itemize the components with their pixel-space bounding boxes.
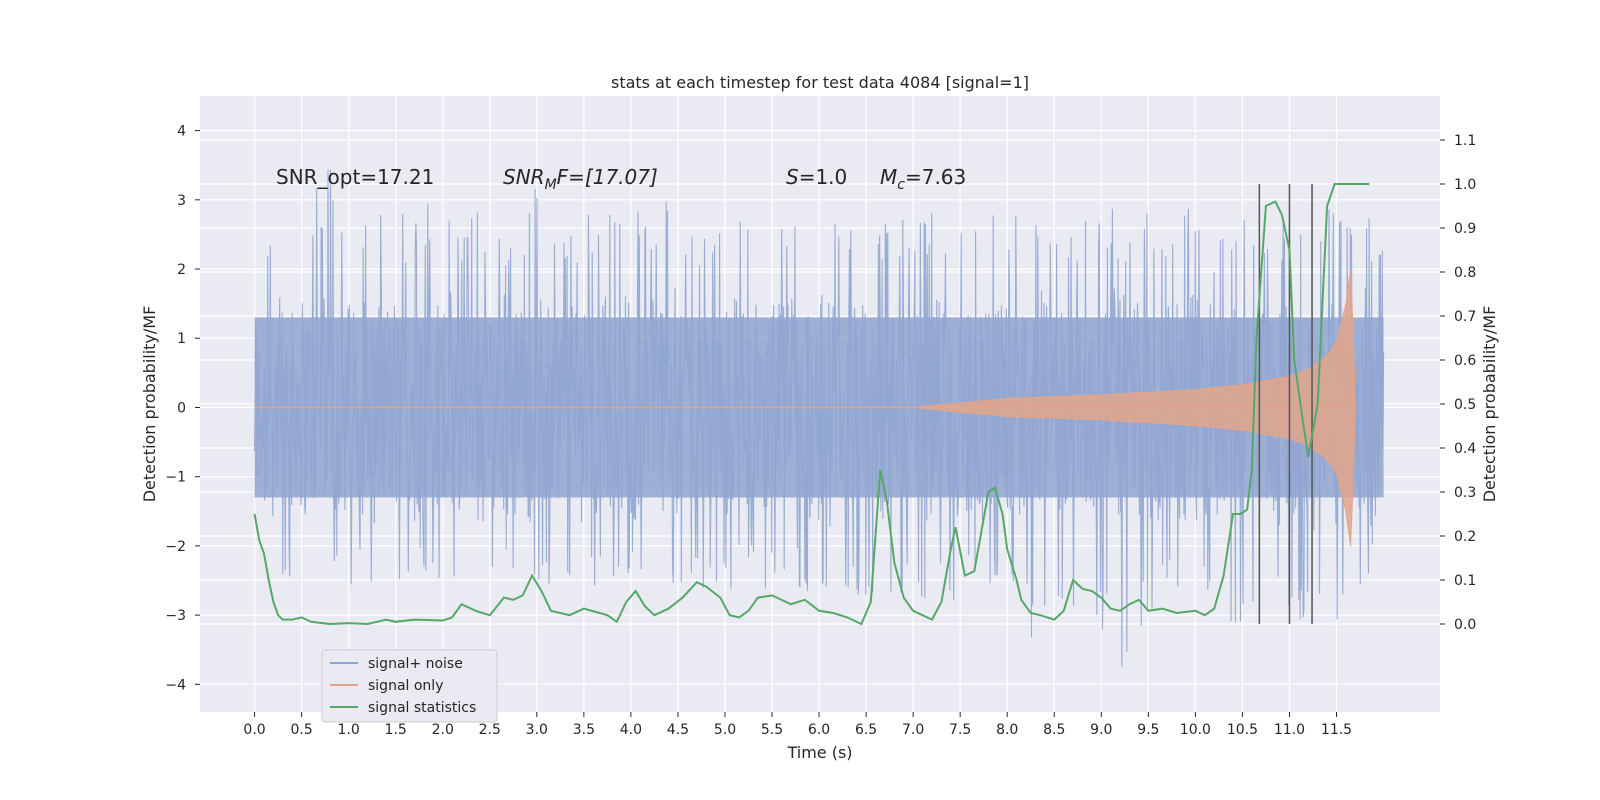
y-axis-right-label: Detection probability/MF bbox=[1480, 306, 1499, 503]
x-tick-label: 10.5 bbox=[1227, 722, 1258, 738]
signal-only-series bbox=[254, 268, 1356, 546]
annotation-s-main: S bbox=[786, 165, 799, 189]
x-tick-label: 7.5 bbox=[949, 722, 971, 738]
x-tick-label: 2.5 bbox=[479, 722, 501, 738]
chart-title: stats at each timestep for test data 408… bbox=[611, 73, 1029, 92]
annotation-mc-rest: =7.63 bbox=[905, 165, 966, 189]
x-tick-label: 1.5 bbox=[385, 722, 407, 738]
x-tick-label: 10.0 bbox=[1180, 722, 1211, 738]
legend-label-signal-only: signal only bbox=[368, 678, 443, 694]
x-tick-label: 6.5 bbox=[855, 722, 877, 738]
y-tick-label-right: 0.8 bbox=[1454, 265, 1476, 281]
annotation-mc-main: M bbox=[880, 165, 897, 189]
y-tick-label-right: 0.1 bbox=[1454, 573, 1476, 589]
x-tick-label: 8.0 bbox=[996, 722, 1018, 738]
y-tick-label-right: 0.0 bbox=[1454, 617, 1476, 633]
signal-statistics-series bbox=[253, 183, 1370, 626]
y-axis-left-ticks: −4 −3 −2 −1 0 1 2 3 4 bbox=[165, 124, 200, 693]
y-tick-label-left: 0 bbox=[177, 400, 186, 416]
annotation-s-rest: =1.0 bbox=[799, 165, 848, 189]
x-tick-label: 6.0 bbox=[808, 722, 830, 738]
y-tick-label-right: 0.4 bbox=[1454, 441, 1476, 457]
signal-statistics-line bbox=[253, 183, 1370, 626]
x-tick-label: 5.5 bbox=[761, 722, 783, 738]
y-tick-label-right: 0.6 bbox=[1454, 353, 1476, 369]
annotation-snr-mf-rest: F=[17.07] bbox=[557, 165, 658, 189]
annotation-snr-mf: SNRMF=[17.07] bbox=[503, 165, 658, 193]
annotation-snr-mf-main: SNR bbox=[503, 165, 545, 189]
y-tick-label-left: −2 bbox=[165, 539, 186, 555]
y-tick-label-right: 1.0 bbox=[1454, 177, 1476, 193]
x-tick-label: 11.0 bbox=[1274, 722, 1305, 738]
x-tick-label: 0.5 bbox=[290, 722, 312, 738]
y-tick-label-right: 0.2 bbox=[1454, 529, 1476, 545]
x-tick-label: 5.0 bbox=[714, 722, 736, 738]
legend: signal+ noise signal only signal statist… bbox=[321, 649, 498, 723]
y-tick-label-left: −4 bbox=[165, 677, 186, 693]
y-tick-label-right: 1.1 bbox=[1454, 133, 1476, 149]
legend-label-signal-statistics: signal statistics bbox=[368, 700, 476, 716]
annotation-mc-sub: c bbox=[897, 177, 905, 193]
y-tick-label-right: 0.5 bbox=[1454, 397, 1476, 413]
annotation-s: S=1.0 bbox=[786, 165, 847, 189]
y-tick-label-right: 0.9 bbox=[1454, 221, 1476, 237]
x-axis-label: Time (s) bbox=[786, 743, 852, 762]
y-tick-label-right: 0.7 bbox=[1454, 309, 1476, 325]
annotation-snr-opt: SNR_opt=17.21 bbox=[276, 165, 434, 189]
x-tick-label: 1.0 bbox=[338, 722, 360, 738]
annotation-mc: Mc=7.63 bbox=[880, 165, 966, 193]
legend-box bbox=[321, 649, 498, 723]
x-tick-label: 4.0 bbox=[620, 722, 642, 738]
annotation-snr-mf-sub: M bbox=[545, 177, 557, 193]
y-tick-label-left: 3 bbox=[177, 193, 186, 209]
x-tick-label: 9.5 bbox=[1137, 722, 1159, 738]
x-tick-label: 2.0 bbox=[432, 722, 454, 738]
y-axis-left-label: Detection probability/MF bbox=[140, 306, 159, 503]
x-tick-label: 8.5 bbox=[1043, 722, 1065, 738]
y-axis-right-ticks: 0.0 0.1 0.2 0.3 0.4 0.5 0.6 0.7 0.8 0.9 1.0 1.1 bbox=[1440, 133, 1476, 633]
x-tick-label: 7.0 bbox=[902, 722, 924, 738]
y-tick-label-left: 4 bbox=[177, 124, 186, 140]
x-tick-label: 3.5 bbox=[573, 722, 595, 738]
y-tick-label-left: 2 bbox=[177, 262, 186, 278]
x-tick-label: 3.0 bbox=[526, 722, 548, 738]
x-tick-label: 9.0 bbox=[1090, 722, 1112, 738]
x-tick-label: 11.5 bbox=[1321, 722, 1352, 738]
x-tick-label: 0.0 bbox=[243, 722, 265, 738]
y-tick-label-left: 1 bbox=[177, 331, 186, 347]
y-tick-label-right: 0.3 bbox=[1454, 485, 1476, 501]
x-tick-label: 4.5 bbox=[667, 722, 689, 738]
y-tick-label-left: −3 bbox=[165, 608, 186, 624]
y-tick-label-left: −1 bbox=[165, 470, 186, 486]
legend-label-signal-noise: signal+ noise bbox=[368, 656, 463, 672]
x-axis-ticks: 0.0 0.5 1.0 1.5 2.0 2.5 3.0 3.5 4.0 4.5 5.0 5.5 6.0 6… bbox=[243, 712, 1352, 738]
